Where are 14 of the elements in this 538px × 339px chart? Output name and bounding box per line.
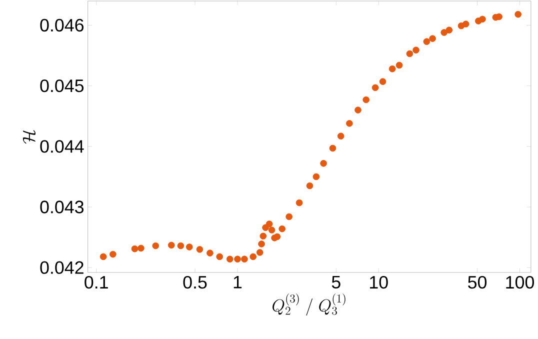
- y-tick-label: 0.046: [40, 18, 84, 32]
- x-tick-label: 0.1: [84, 276, 108, 288]
- y-tick-label: 0.044: [40, 140, 84, 153]
- y-axis-title: $\mathcal{H}$: [22, 130, 36, 144]
- x-tick-label: 10: [370, 276, 388, 288]
- x-tick-label: 50: [468, 276, 487, 288]
- x-axis-title: $Q_2^{(3)}\ /\ Q_3^{(1)}$: [272, 293, 346, 316]
- y-tick-label: 0.042: [40, 261, 84, 274]
- x-tick-label: 5: [332, 276, 340, 288]
- y-tick-label: 0.043: [40, 200, 84, 214]
- x-tick-label: 1: [234, 276, 242, 288]
- x-tick-label: 100: [506, 276, 534, 288]
- x-tick-label: 0.5: [183, 276, 207, 288]
- y-tick-label: 0.045: [40, 79, 84, 92]
